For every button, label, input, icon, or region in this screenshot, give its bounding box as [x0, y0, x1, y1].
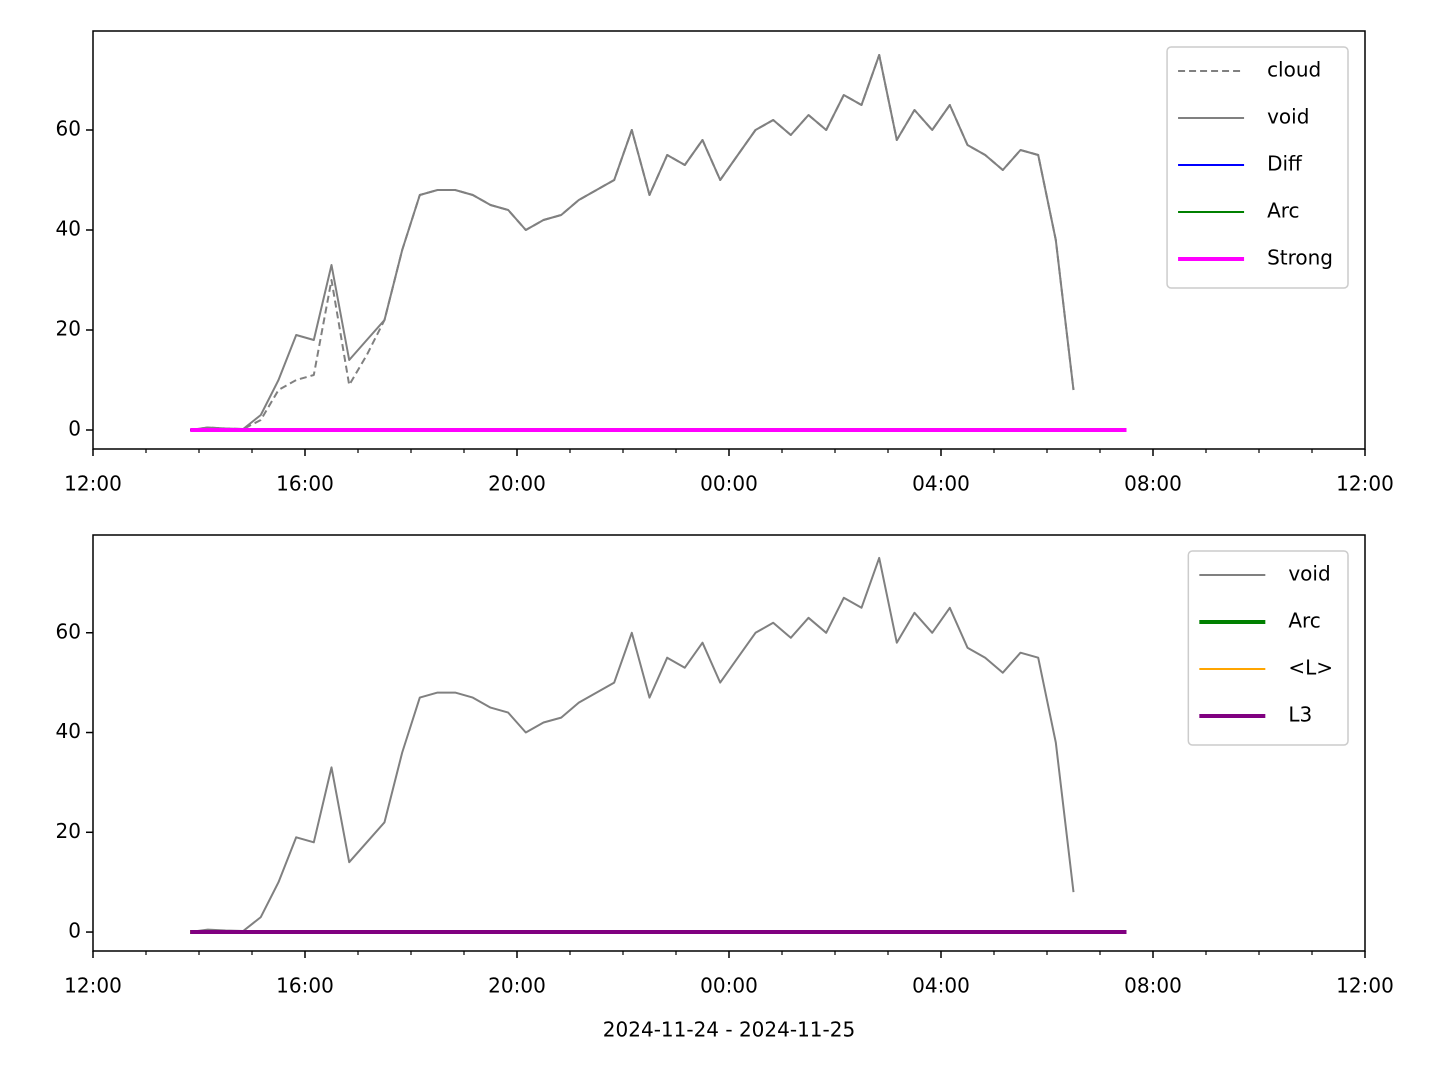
legend-box [1166, 46, 1349, 289]
x-tick-label: 12:00 [1336, 472, 1394, 496]
series-line [190, 54, 1075, 431]
legend-box [1187, 550, 1349, 746]
x-tick-label: 20:00 [488, 974, 546, 998]
x-tick-label: 08:00 [1124, 974, 1182, 998]
plot-area [190, 54, 1127, 432]
y-tick-label: 0 [68, 417, 81, 441]
legend-label: void [1288, 562, 1330, 586]
legend-label: <L> [1288, 656, 1333, 680]
y-tick-label: 20 [56, 819, 81, 843]
legend: void Arc <L> L3 [1187, 550, 1349, 746]
y-tick-label: 60 [56, 117, 81, 141]
axes-frame [92, 534, 1366, 952]
series-line [190, 556, 1075, 933]
x-tick-label: 12:00 [64, 472, 122, 496]
x-tick-label: 16:00 [276, 472, 334, 496]
y-tick-label: 40 [56, 217, 81, 241]
y-tick-label: 40 [56, 719, 81, 743]
x-tick-label: 16:00 [276, 974, 334, 998]
x-tick-label: 12:00 [1336, 974, 1394, 998]
x-tick-label: 00:00 [700, 472, 758, 496]
y-tick-label: 20 [56, 317, 81, 341]
plot-area [190, 556, 1127, 934]
x-axis-label: 2024-11-24 - 2024-11-25 [603, 1018, 855, 1042]
legend-label: Diff [1267, 152, 1303, 176]
legend: cloud void Diff Arc Strong [1166, 46, 1349, 289]
x-tick-label: 12:00 [64, 974, 122, 998]
legend-label: L3 [1288, 703, 1312, 727]
legend-label: void [1267, 105, 1309, 129]
series-line [190, 54, 1075, 431]
legend-label: Arc [1267, 199, 1299, 223]
x-tick-label: 00:00 [700, 974, 758, 998]
x-tick-label: 20:00 [488, 472, 546, 496]
x-tick-label: 04:00 [912, 472, 970, 496]
x-tick-label: 08:00 [1124, 472, 1182, 496]
legend-label: Arc [1288, 609, 1320, 633]
x-tick-label: 04:00 [912, 974, 970, 998]
legend-label: Strong [1267, 246, 1333, 270]
y-tick-label: 60 [56, 619, 81, 643]
axes-frame [92, 30, 1366, 450]
legend-label: cloud [1267, 58, 1321, 82]
y-tick-label: 0 [68, 919, 81, 943]
